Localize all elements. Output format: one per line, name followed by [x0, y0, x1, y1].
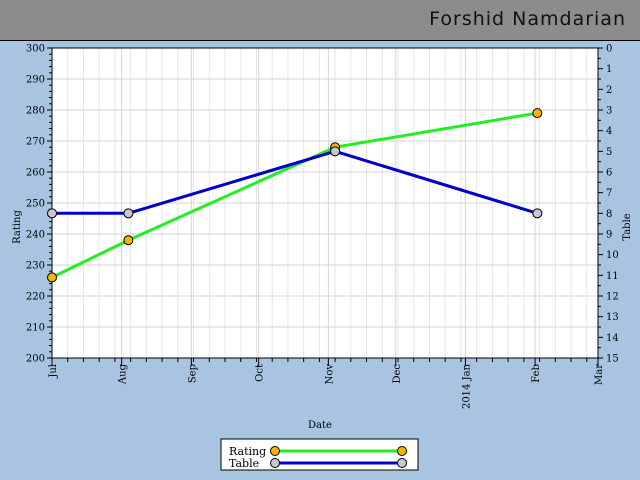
- x-tick-label: Sep: [187, 364, 198, 383]
- x-tick-label: Feb: [531, 364, 542, 383]
- plot-border: [51, 47, 599, 359]
- y2-tick-label: 3: [606, 106, 612, 117]
- y2-tick-label: 6: [606, 168, 612, 179]
- y2-tick-label: 5: [606, 147, 612, 158]
- rating-point: [123, 235, 134, 246]
- rating-series-line: [51, 111, 538, 279]
- y2-tick-label: 9: [606, 230, 612, 241]
- y-tick-label: 300: [26, 44, 45, 55]
- rating-point: [47, 272, 57, 283]
- y-tick-label: 210: [26, 323, 45, 334]
- y-axis-label: Rating: [12, 210, 23, 244]
- legend-marker-table: [270, 458, 280, 468]
- y-tick-label: 240: [26, 230, 45, 241]
- y2-tick-label: 0: [606, 44, 612, 55]
- page-title: Forshid Namdarian: [429, 8, 626, 30]
- x-tick-label: Dec: [392, 364, 403, 384]
- x-axis-label: Date: [308, 420, 332, 431]
- x-tick-label: Jul: [48, 364, 59, 379]
- x-tick-label: Aug: [118, 363, 129, 385]
- legend-label-table: Table: [229, 457, 259, 470]
- rating-table-chart: Jul Aug Sep Oct Nov Dec 2014 Jan Feb Mar20021022…: [12, 44, 633, 471]
- rating-point: [532, 108, 543, 119]
- x-tick-label: Nov: [324, 364, 335, 385]
- y2-tick-label: 2: [606, 85, 612, 96]
- y2-tick-label: 15: [606, 354, 619, 365]
- legend-box: [220, 438, 419, 471]
- legend-marker-table: [397, 458, 407, 468]
- y2-tick-label: 7: [606, 188, 612, 199]
- y-tick-label: 260: [26, 168, 45, 179]
- y-tick-label: 220: [26, 292, 45, 303]
- y2-tick-label: 13: [606, 312, 619, 323]
- table-point: [330, 146, 341, 157]
- y2-tick-label: 1: [606, 64, 612, 75]
- legend-label-rating: Rating: [229, 445, 266, 458]
- y2-tick-label: 10: [606, 250, 619, 261]
- y-tick-label: 230: [26, 261, 45, 272]
- y-tick-label: 270: [26, 137, 45, 148]
- y-tick-label: 280: [26, 106, 45, 117]
- table-point: [532, 208, 543, 219]
- y2-tick-label: 8: [606, 209, 612, 220]
- y2-tick-label: 11: [606, 271, 619, 282]
- y-tick-label: 290: [26, 75, 45, 86]
- series-layer: [47, 108, 543, 283]
- y2-tick-label: 14: [606, 333, 619, 344]
- title-bar: Forshid Namdarian: [0, 0, 640, 41]
- table-series-line: [52, 149, 538, 215]
- x-tick-label: 2014 Jan: [461, 363, 472, 409]
- legend-marker-rating: [397, 446, 407, 456]
- y2-tick-label: 12: [606, 292, 619, 303]
- y-tick-label: 250: [26, 199, 45, 210]
- y-tick-label: 200: [26, 354, 45, 365]
- x-tick-label: Oct: [255, 364, 266, 382]
- x-tick-label: Mar: [594, 364, 605, 385]
- table-point: [47, 208, 57, 219]
- y2-tick-label: 4: [606, 126, 612, 137]
- y2-axis-label: Table: [622, 213, 633, 240]
- legend-marker-rating: [270, 446, 280, 456]
- table-point: [123, 208, 134, 219]
